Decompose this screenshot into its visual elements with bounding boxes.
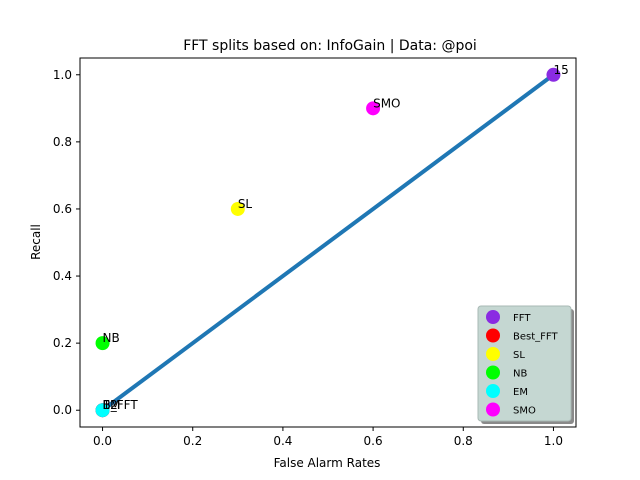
point-label: EM bbox=[103, 398, 121, 412]
x-axis-label: False Alarm Rates bbox=[274, 456, 381, 470]
point-label: SMO bbox=[373, 96, 400, 110]
legend-label: SMO bbox=[513, 406, 536, 417]
x-tick-label: 0.2 bbox=[183, 434, 202, 448]
y-tick-label: 0.8 bbox=[53, 135, 72, 149]
y-tick-label: 0.0 bbox=[53, 403, 72, 417]
point-sl bbox=[230, 201, 245, 216]
y-axis-label: Recall bbox=[29, 224, 43, 260]
plot-area: 15 12B_FFT SL NB EM SMO 0.0 0.2 0.4 0.6 0.8 1.0 0.0 0… bbox=[53, 57, 577, 448]
point-fft bbox=[546, 67, 561, 82]
y-tick-label: 0.6 bbox=[53, 202, 72, 216]
legend-marker bbox=[486, 310, 500, 324]
point-label: SL bbox=[238, 197, 253, 211]
point-label: 15 bbox=[553, 63, 568, 77]
diagonal-line bbox=[101, 73, 555, 412]
legend-label: NB bbox=[513, 369, 527, 380]
legend-label: FFT bbox=[513, 313, 531, 324]
legend-label: EM bbox=[513, 387, 528, 398]
x-tick-label: 0.6 bbox=[364, 434, 383, 448]
point-smo bbox=[366, 101, 381, 116]
legend-box bbox=[477, 305, 572, 422]
legend-marker bbox=[486, 365, 500, 380]
y-tick-label: 1.0 bbox=[53, 68, 72, 82]
y-tick-label: 0.4 bbox=[53, 269, 72, 283]
x-tick-label: 0.8 bbox=[454, 434, 473, 448]
legend-marker bbox=[486, 328, 500, 343]
axes-frame bbox=[79, 57, 577, 428]
x-tick-label: 1.0 bbox=[544, 434, 563, 448]
legend-label: SL bbox=[513, 350, 525, 361]
point-label: 12 bbox=[103, 398, 118, 412]
legend-marker bbox=[486, 347, 500, 361]
legend-label: Best_FFT bbox=[513, 332, 558, 343]
legend-marker bbox=[486, 402, 500, 417]
point-label: B_FFT bbox=[103, 398, 139, 412]
x-tick-label: 0.4 bbox=[273, 434, 292, 448]
legend-marker bbox=[486, 384, 500, 398]
point-label: NB bbox=[103, 331, 120, 345]
chart-title: FFT splits based on: InfoGain | Data: @p… bbox=[183, 38, 477, 54]
legend: FFT Best_FFT SL NB EM SMO bbox=[477, 305, 574, 424]
y-tick-label: 0.2 bbox=[53, 336, 72, 350]
point-em bbox=[95, 403, 110, 418]
point-nb bbox=[95, 336, 110, 351]
x-tick-label: 0.0 bbox=[93, 434, 112, 448]
